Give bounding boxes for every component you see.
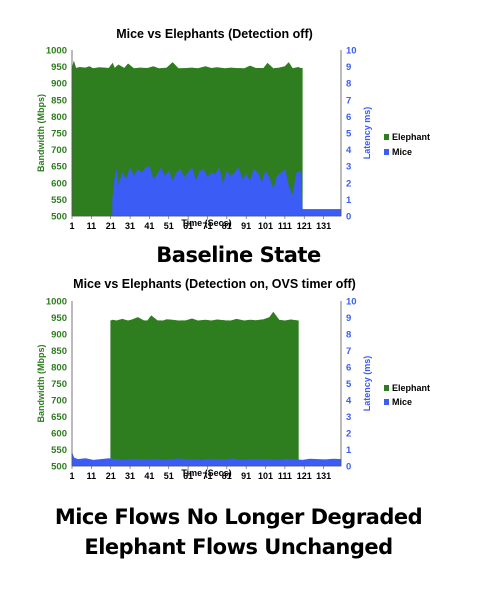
- x-tick-label: 31: [125, 471, 135, 481]
- caption-elephant-flows: Elephant Flows Unchanged: [84, 535, 393, 559]
- y-tick-label: 1000: [46, 46, 67, 57]
- chart-detection-on: Mice vs Elephants (Detection on, OVS tim…: [0, 271, 477, 506]
- x-tick-label: 51: [164, 471, 174, 481]
- x-tick-label: 21: [106, 471, 116, 481]
- x-tick-label: 1: [69, 221, 74, 231]
- y-tick-label: 850: [51, 95, 67, 106]
- x-tick-label: 21: [106, 221, 116, 231]
- y-tick-label: 850: [51, 346, 67, 357]
- y2-tick-label: 2: [346, 429, 351, 440]
- x-axis-label: Time (Secs): [181, 468, 231, 478]
- caption-mice-flows: Mice Flows No Longer Degraded: [54, 505, 423, 529]
- chart-title: Mice vs Elephants (Detection off): [116, 27, 313, 41]
- y-tick-label: 500: [51, 462, 67, 473]
- y-tick-label: 600: [51, 178, 67, 189]
- legend-swatch-elephant: [384, 385, 389, 391]
- y-tick-label: 950: [51, 313, 67, 324]
- y2-tick-label: 1: [346, 195, 352, 206]
- y2-tick-label: 7: [346, 95, 351, 106]
- x-tick-label: 91: [241, 471, 251, 481]
- x-tick-label: 111: [278, 471, 292, 481]
- y2-tick-label: 8: [346, 330, 351, 341]
- x-tick-label: 121: [297, 221, 312, 231]
- x-tick-label: 121: [297, 471, 312, 481]
- y-tick-label: 900: [51, 330, 67, 341]
- y2-tick-label: 3: [346, 412, 351, 423]
- x-tick-label: 71: [202, 471, 212, 481]
- y-tick-label: 1000: [46, 297, 67, 308]
- y2-tick-label: 5: [346, 129, 352, 140]
- y2-tick-label: 0: [346, 462, 351, 473]
- y-tick-label: 800: [51, 363, 67, 374]
- legend-swatch-mice: [384, 149, 389, 155]
- y-tick-label: 700: [51, 396, 67, 407]
- y2-axis-label: Latency ms): [362, 107, 372, 160]
- y-tick-label: 650: [51, 412, 67, 423]
- y2-tick-label: 6: [346, 112, 351, 123]
- x-tick-label: 101: [258, 471, 273, 481]
- y-tick-label: 900: [51, 79, 67, 90]
- y2-tick-label: 8: [346, 79, 351, 90]
- y2-tick-label: 0: [346, 212, 351, 223]
- y2-tick-label: 7: [346, 346, 351, 357]
- y-tick-label: 550: [51, 195, 67, 206]
- x-tick-label: 131: [316, 471, 331, 481]
- x-tick-label: 11: [87, 221, 97, 231]
- y2-tick-label: 9: [346, 62, 351, 73]
- y-tick-label: 700: [51, 145, 67, 156]
- y2-tick-label: 4: [346, 396, 352, 407]
- y-tick-label: 600: [51, 429, 67, 440]
- x-tick-label: 61: [183, 471, 193, 481]
- x-tick-label: 11: [87, 471, 97, 481]
- x-tick-label: 1: [69, 471, 74, 481]
- y-tick-label: 750: [51, 379, 67, 390]
- y2-tick-label: 3: [346, 162, 351, 173]
- legend-swatch-elephant: [384, 134, 389, 140]
- chart-detection-on-svg: Mice vs Elephants (Detection on, OVS tim…: [36, 277, 430, 481]
- legend-label-mice: Mice: [392, 147, 412, 157]
- y2-tick-label: 2: [346, 178, 351, 189]
- x-tick-label: 81: [222, 221, 232, 231]
- y-tick-label: 550: [51, 445, 67, 456]
- series-area-mice: [112, 165, 342, 217]
- x-tick-label: 41: [144, 471, 154, 481]
- y2-tick-label: 9: [346, 313, 351, 324]
- y2-tick-label: 1: [346, 445, 352, 456]
- y-axis-label: Bandwidth (Mbps): [36, 94, 46, 172]
- y-tick-label: 750: [51, 129, 67, 140]
- y2-tick-label: 10: [346, 46, 357, 57]
- x-tick-label: 71: [202, 221, 212, 231]
- y-axis-label: Bandwidth (Mbps): [36, 345, 46, 423]
- y2-axis-label: Latency (ms): [362, 356, 372, 412]
- x-tick-label: 91: [241, 221, 251, 231]
- legend-label-elephant: Elephant: [392, 132, 430, 142]
- series-area-mice: [71, 452, 342, 467]
- x-tick-label: 131: [316, 221, 331, 231]
- chart-detection-off-svg: Mice vs Elephants (Detection off) 500 550 6…: [36, 27, 430, 231]
- x-tick-label: 111: [278, 221, 292, 231]
- x-tick-label: 81: [222, 471, 232, 481]
- legend-label-elephant: Elephant: [392, 383, 430, 393]
- x-tick-label: 51: [164, 221, 174, 231]
- x-axis-label: Time (Secs): [181, 218, 231, 228]
- x-tick-label: 101: [258, 221, 273, 231]
- x-tick-label: 61: [183, 221, 193, 231]
- y-tick-label: 650: [51, 162, 67, 173]
- y2-tick-label: 4: [346, 145, 352, 156]
- y2-tick-label: 6: [346, 363, 351, 374]
- series-area-elephant: [110, 311, 299, 467]
- x-tick-label: 41: [144, 221, 154, 231]
- legend-swatch-mice: [384, 399, 389, 405]
- y-tick-label: 500: [51, 212, 67, 223]
- chart-detection-off: Mice vs Elephants (Detection off) 500 550 6…: [0, 0, 477, 250]
- y-tick-label: 800: [51, 112, 67, 123]
- x-tick-label: 31: [125, 221, 135, 231]
- y2-tick-label: 5: [346, 379, 352, 390]
- y2-tick-label: 10: [346, 297, 357, 308]
- y-tick-label: 950: [51, 62, 67, 73]
- legend-label-mice: Mice: [392, 397, 412, 407]
- caption-baseline-state: Baseline State: [156, 243, 321, 267]
- chart-title: Mice vs Elephants (Detection on, OVS tim…: [73, 277, 356, 291]
